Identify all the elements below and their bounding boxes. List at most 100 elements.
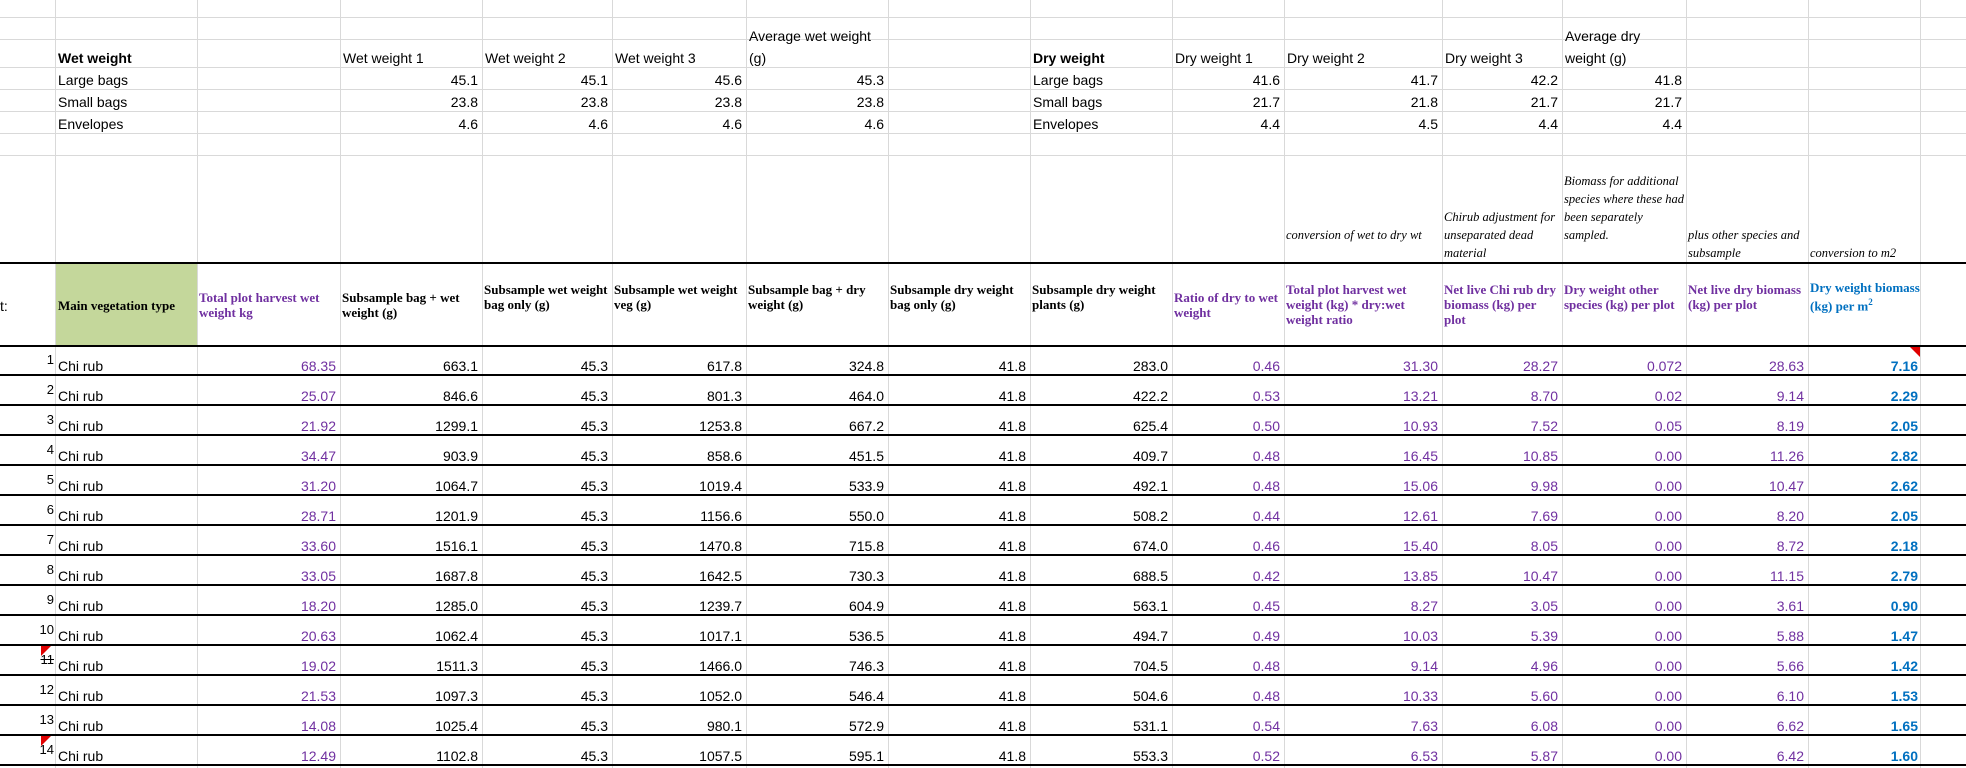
cell-ratio[interactable]: 0.44 [1252, 508, 1280, 524]
cell-bag-dry[interactable]: 604.9 [848, 598, 884, 614]
cell-dry-plants[interactable]: 688.5 [1132, 568, 1168, 584]
cell-dry-other[interactable]: 0.00 [1654, 568, 1682, 584]
cell-dry-other[interactable]: 0.05 [1654, 418, 1682, 434]
dry-cell[interactable]: 4.4 [1260, 116, 1280, 132]
cell-wet-veg[interactable]: 1156.6 [700, 508, 742, 524]
cell-dry-per-m2[interactable]: 2.05 [1890, 508, 1918, 524]
cell-bag-dry[interactable]: 667.2 [848, 418, 884, 434]
cell-wet-veg[interactable]: 801.3 [706, 388, 742, 404]
cell-bag-dry[interactable]: 451.5 [848, 448, 884, 464]
header-total-plot-harvest-wet[interactable]: Total plot harvest wet weight kg [199, 290, 320, 320]
cell-dry-other[interactable]: 0.072 [1646, 358, 1682, 374]
cell-dry-per-m2[interactable]: 2.62 [1890, 478, 1918, 494]
cell-dry-other[interactable]: 0.00 [1654, 658, 1682, 674]
wet-row-label[interactable]: Small bags [58, 94, 128, 110]
cell-total-wet[interactable]: 25.07 [300, 388, 336, 404]
cell-bag-only-wet[interactable]: 45.3 [580, 478, 608, 494]
cell-dry-plants[interactable]: 492.1 [1132, 478, 1168, 494]
cell-ratio[interactable]: 0.46 [1252, 538, 1280, 554]
cell-bag-dry[interactable]: 730.3 [848, 568, 884, 584]
cell-total-dry[interactable]: 9.14 [1410, 658, 1438, 674]
cell-dry-plants[interactable]: 674.0 [1132, 538, 1168, 554]
cell-bag-only-dry[interactable]: 41.8 [998, 658, 1026, 674]
row-number[interactable]: 8 [46, 562, 54, 577]
cell-subsample-bag-wet[interactable]: 1062.4 [435, 628, 478, 644]
cell-bag-only-wet[interactable]: 45.3 [580, 748, 608, 764]
cell-bag-only-dry[interactable]: 41.8 [998, 628, 1026, 644]
cell-net-live-dry[interactable]: 5.66 [1776, 658, 1804, 674]
cell-ratio[interactable]: 0.48 [1252, 688, 1280, 704]
cell-dry-per-m2[interactable]: 2.05 [1890, 418, 1918, 434]
cell-total-dry[interactable]: 8.27 [1410, 598, 1438, 614]
dry-cell[interactable]: 41.8 [1654, 72, 1682, 88]
cell-total-dry[interactable]: 13.21 [1402, 388, 1438, 404]
cell-bag-dry[interactable]: 746.3 [848, 658, 884, 674]
cell-net-live-dry[interactable]: 8.72 [1776, 538, 1804, 554]
cell-dry-other[interactable]: 0.00 [1654, 478, 1682, 494]
cell-net-live-dry[interactable]: 8.19 [1776, 418, 1804, 434]
cell-bag-only-wet[interactable]: 45.3 [580, 388, 608, 404]
header-main-vegetation-type[interactable]: Main vegetation type [58, 298, 175, 313]
note-plus-other-species[interactable]: plus other species and subsample [1688, 228, 1800, 260]
cell-ratio[interactable]: 0.48 [1252, 658, 1280, 674]
cell-subsample-bag-wet[interactable]: 1516.1 [435, 538, 478, 554]
vegetation-type-cell[interactable]: Chi rub [58, 628, 104, 644]
cell-dry-plants[interactable]: 283.0 [1132, 358, 1168, 374]
wet-cell[interactable]: 23.8 [580, 94, 608, 110]
cell-net-live-dry[interactable]: 11.26 [1770, 448, 1804, 464]
cell-ratio[interactable]: 0.54 [1252, 718, 1280, 734]
wet-weight-3-header[interactable]: Wet weight 3 [615, 50, 696, 66]
cell-wet-veg[interactable]: 980.1 [706, 718, 742, 734]
cell-total-wet[interactable]: 19.02 [300, 658, 336, 674]
header-net-live-dry[interactable]: Net live dry biomass (kg) per plot [1688, 282, 1802, 312]
cell-dry-per-m2[interactable]: 2.79 [1890, 568, 1918, 584]
cell-dry-per-m2[interactable]: 1.42 [1890, 658, 1918, 674]
cell-net-live-chi[interactable]: 7.69 [1530, 508, 1558, 524]
vegetation-type-cell[interactable]: Chi rub [58, 448, 104, 464]
wet-cell[interactable]: 23.8 [714, 94, 742, 110]
header-subsample-bag-dry[interactable]: Subsample bag + dry weight (g) [748, 282, 866, 312]
wet-cell[interactable]: 4.6 [458, 116, 478, 132]
vegetation-type-cell[interactable]: Chi rub [58, 508, 104, 524]
row-number[interactable]: 7 [46, 532, 54, 547]
cell-total-wet[interactable]: 33.05 [300, 568, 336, 584]
row-number[interactable]: 12 [39, 682, 54, 697]
row-number[interactable]: 1 [46, 352, 54, 367]
cell-dry-per-m2[interactable]: 2.82 [1890, 448, 1918, 464]
cell-dry-other[interactable]: 0.00 [1654, 538, 1682, 554]
cell-dry-other[interactable]: 0.00 [1654, 718, 1682, 734]
vegetation-type-cell[interactable]: Chi rub [58, 718, 104, 734]
cell-bag-dry[interactable]: 715.8 [848, 538, 884, 554]
cell-total-dry[interactable]: 10.03 [1402, 628, 1438, 644]
cell-subsample-bag-wet[interactable]: 663.1 [442, 358, 478, 374]
header-subsample-wet-bag-only[interactable]: Subsample wet weight bag only (g) [484, 282, 608, 312]
cell-ratio[interactable]: 0.45 [1252, 598, 1280, 614]
cell-ratio[interactable]: 0.46 [1252, 358, 1280, 374]
wet-cell[interactable]: 45.3 [856, 72, 884, 88]
cell-total-wet[interactable]: 28.71 [300, 508, 336, 524]
cell-net-live-dry[interactable]: 6.42 [1776, 748, 1804, 764]
cell-bag-only-wet[interactable]: 45.3 [580, 628, 608, 644]
cell-dry-other[interactable]: 0.00 [1654, 628, 1682, 644]
cell-wet-veg[interactable]: 1253.8 [699, 418, 742, 434]
note-conversion-m2[interactable]: conversion to m2 [1810, 246, 1897, 260]
cell-total-dry[interactable]: 13.85 [1402, 568, 1438, 584]
dry-row-label[interactable]: Large bags [1033, 72, 1104, 88]
cell-total-wet[interactable]: 12.49 [300, 748, 336, 764]
cell-wet-veg[interactable]: 1642.5 [699, 568, 742, 584]
cell-total-wet[interactable]: 14.08 [300, 718, 336, 734]
cell-net-live-dry[interactable]: 3.61 [1776, 598, 1804, 614]
wet-row-label[interactable]: Large bags [58, 72, 129, 88]
cell-bag-dry[interactable]: 464.0 [848, 388, 884, 404]
vegetation-type-cell[interactable]: Chi rub [58, 388, 104, 404]
cell-bag-dry[interactable]: 546.4 [848, 688, 884, 704]
cell-wet-veg[interactable]: 1470.8 [699, 538, 742, 554]
cell-subsample-bag-wet[interactable]: 903.9 [442, 448, 478, 464]
header-dry-weight-other[interactable]: Dry weight other species (kg) per plot [1564, 282, 1675, 312]
wet-cell[interactable]: 45.1 [450, 72, 478, 88]
cell-bag-only-wet[interactable]: 45.3 [580, 568, 608, 584]
header-ratio-dry-wet[interactable]: Ratio of dry to wet weight [1174, 290, 1278, 320]
header-subsample-wet-veg[interactable]: Subsample wet weight veg (g) [614, 282, 738, 312]
cell-total-wet[interactable]: 21.92 [300, 418, 336, 434]
cell-bag-dry[interactable]: 550.0 [848, 508, 884, 524]
